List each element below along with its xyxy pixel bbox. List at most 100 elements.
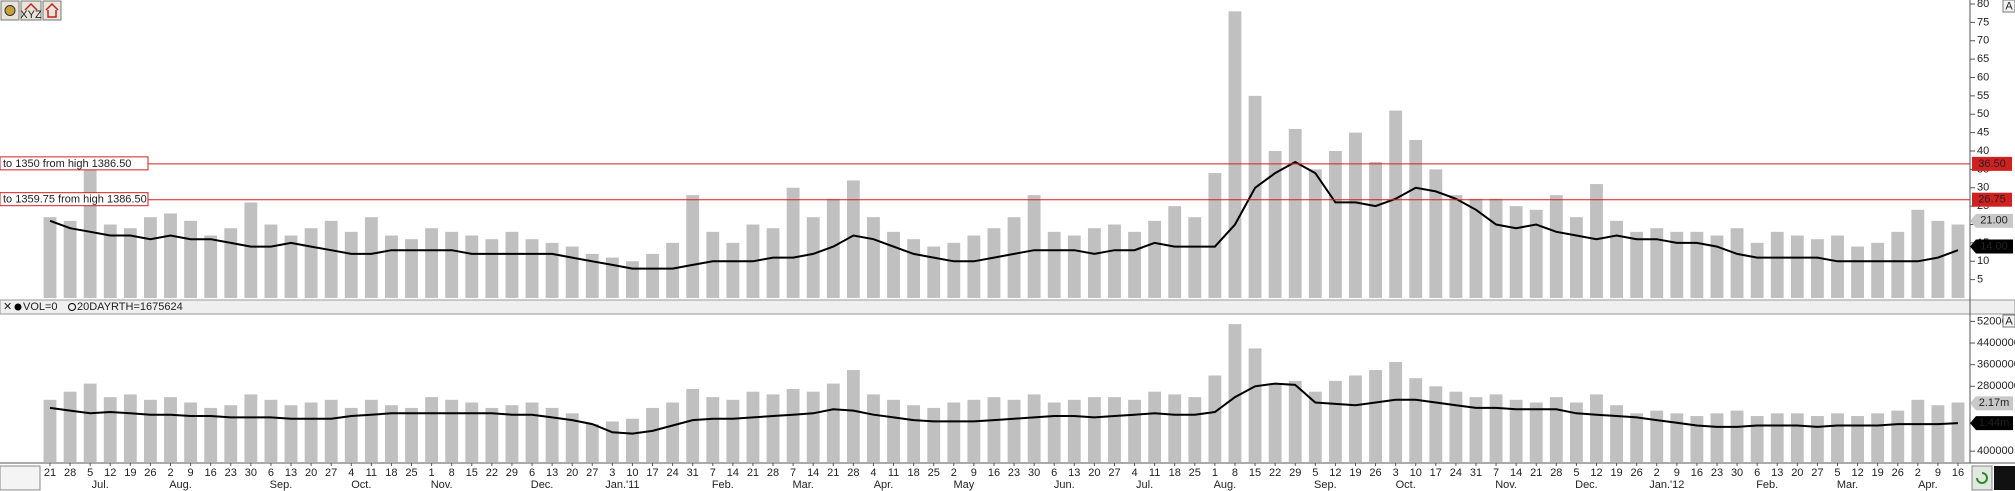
y-tick-label: 80 bbox=[1977, 0, 1989, 10]
bar bbox=[184, 220, 198, 298]
x-tick-label: 5 bbox=[1312, 467, 1318, 479]
bar bbox=[806, 391, 820, 462]
axis-button[interactable] bbox=[2002, 314, 2015, 328]
bar bbox=[887, 399, 900, 462]
bar bbox=[1268, 151, 1282, 298]
bar bbox=[143, 217, 157, 298]
x-month-label: Mar. bbox=[792, 479, 813, 491]
x-tick-label: 10 bbox=[626, 467, 638, 479]
bar bbox=[304, 402, 318, 462]
bar bbox=[605, 421, 619, 462]
bar bbox=[1489, 394, 1503, 462]
x-month-label: Nov. bbox=[431, 479, 453, 491]
x-tick-label: 3 bbox=[609, 467, 615, 479]
bar bbox=[164, 213, 177, 298]
bar bbox=[1128, 399, 1141, 462]
bar bbox=[264, 224, 278, 298]
x-tick-label: 4 bbox=[1131, 467, 1137, 479]
last-value-label: 2.17m bbox=[1979, 397, 2010, 409]
y-tick-label: 70 bbox=[1977, 35, 1989, 47]
bar bbox=[1610, 220, 1623, 298]
x-tick-label: 29 bbox=[506, 467, 518, 479]
bar bbox=[1369, 370, 1382, 462]
scroll-box[interactable] bbox=[0, 465, 41, 491]
bar bbox=[324, 220, 338, 298]
x-tick-label: 12 bbox=[1329, 467, 1341, 479]
bar bbox=[826, 198, 840, 298]
bar bbox=[706, 397, 720, 462]
x-tick-label: 13 bbox=[285, 467, 297, 479]
x-tick-label: 27 bbox=[1811, 467, 1823, 479]
reference-value: 36.50 bbox=[1978, 158, 2006, 170]
bar bbox=[927, 246, 941, 298]
bar bbox=[1750, 242, 1764, 298]
x-tick-label: 19 bbox=[1610, 467, 1622, 479]
bar bbox=[1690, 231, 1704, 298]
bar bbox=[1891, 410, 1905, 462]
bar bbox=[686, 195, 700, 298]
bar bbox=[284, 235, 298, 298]
bar bbox=[626, 418, 639, 462]
bar bbox=[967, 235, 981, 298]
bar bbox=[545, 407, 559, 462]
x-tick-label: 13 bbox=[546, 467, 558, 479]
close-icon[interactable]: ✕ bbox=[3, 301, 12, 313]
bar bbox=[445, 399, 459, 462]
bar bbox=[1610, 405, 1623, 462]
toolbar-icon bbox=[24, 2, 38, 11]
x-month-label: Dec. bbox=[531, 479, 554, 491]
x-tick-label: 28 bbox=[1550, 467, 1562, 479]
bar bbox=[164, 397, 177, 462]
bar bbox=[1911, 399, 1925, 462]
x-tick-label: 9 bbox=[971, 467, 977, 479]
x-tick-label: 15 bbox=[466, 467, 478, 479]
bar bbox=[485, 239, 499, 298]
bar bbox=[1710, 235, 1724, 298]
bar bbox=[1529, 402, 1543, 462]
refresh-button[interactable] bbox=[1971, 465, 1993, 491]
x-tick-label: 16 bbox=[205, 467, 217, 479]
indicator-label: VOL=0 bbox=[23, 301, 58, 313]
x-tick-label: 12 bbox=[1851, 467, 1863, 479]
x-month-label: Sep. bbox=[1314, 479, 1337, 491]
bar bbox=[344, 407, 358, 462]
bar bbox=[1630, 231, 1644, 298]
bar bbox=[826, 383, 840, 462]
bar bbox=[786, 389, 800, 462]
x-tick-label: 30 bbox=[245, 467, 257, 479]
bar bbox=[1650, 410, 1664, 462]
x-tick-label: 16 bbox=[988, 467, 1000, 479]
bar bbox=[465, 235, 479, 298]
axis-button[interactable] bbox=[2002, 0, 2015, 13]
bar bbox=[1871, 242, 1885, 298]
x-month-label: Feb. bbox=[1756, 479, 1778, 491]
x-tick-label: 1 bbox=[429, 467, 435, 479]
x-tick-label: 26 bbox=[1892, 467, 1904, 479]
bar bbox=[867, 217, 880, 298]
bar bbox=[1770, 231, 1784, 298]
x-month-label: Apr. bbox=[1918, 479, 1938, 491]
bar bbox=[123, 394, 137, 462]
x-tick-label: 18 bbox=[907, 467, 919, 479]
bar bbox=[1288, 128, 1302, 298]
bar bbox=[224, 405, 238, 462]
x-tick-label: 6 bbox=[1051, 467, 1057, 479]
y-tick-label: 75 bbox=[1977, 16, 1989, 28]
bar bbox=[846, 370, 860, 462]
x-tick-label: 6 bbox=[1754, 467, 1760, 479]
x-tick-label: 13 bbox=[1771, 467, 1783, 479]
bar bbox=[244, 202, 258, 298]
bar bbox=[1108, 397, 1121, 462]
bar bbox=[63, 391, 77, 462]
bar bbox=[1328, 151, 1342, 298]
indicator-label: 20DAYRTH=1675624 bbox=[77, 301, 183, 313]
bar bbox=[63, 220, 77, 298]
bar bbox=[1730, 410, 1744, 462]
x-tick-label: 21 bbox=[1530, 467, 1542, 479]
bar bbox=[806, 217, 820, 298]
toolbar-button[interactable] bbox=[20, 0, 42, 21]
bar bbox=[1931, 405, 1945, 462]
bar bbox=[1710, 413, 1724, 462]
bar bbox=[405, 239, 418, 298]
x-tick-label: 21 bbox=[44, 467, 56, 479]
